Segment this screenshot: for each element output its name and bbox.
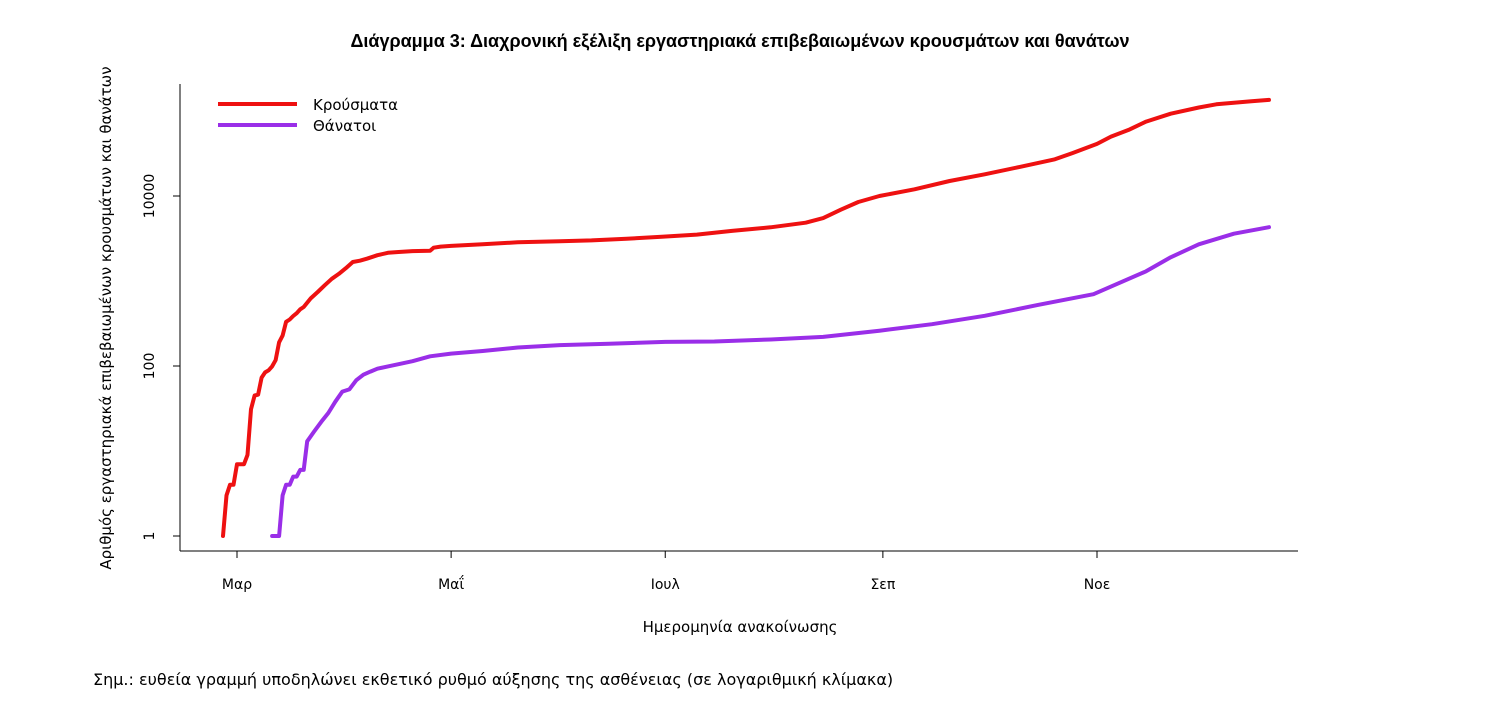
y-tick-label: 1	[142, 532, 158, 541]
y-tick-label: 100	[142, 353, 158, 380]
x-ticks: Μαρ Μαΐ Ιουλ Σεπ Νοε	[222, 551, 1110, 593]
x-tick-label: Ιουλ	[651, 577, 680, 593]
series-group	[221, 97, 1271, 538]
series-line-deaths	[270, 225, 1271, 538]
x-tick-label: Σεπ	[870, 577, 895, 593]
legend: Κρούσματα Θάνατοι	[218, 96, 398, 135]
y-tick-label: 10000	[142, 174, 158, 219]
chart-note: Σημ.: ευθεία γραμμή υποδηλώνει εκθετικό …	[93, 670, 894, 689]
chart-title: Διάγραμμα 3: Διαχρονική εξέλιξη εργαστηρ…	[350, 31, 1129, 52]
y-ticks: 1 100 10000	[142, 174, 180, 541]
series-line-cases	[221, 97, 1271, 538]
legend-label-deaths: Θάνατοι	[313, 117, 376, 135]
x-axis-label: Ημερομηνία ανακοίνωσης	[643, 618, 838, 636]
y-axis-label: Αριθμός εργαστηριακά επιβεβαιωμένων κρου…	[97, 66, 115, 569]
legend-label-cases: Κρούσματα	[313, 96, 398, 114]
x-tick-label: Μαΐ	[438, 575, 464, 593]
x-tick-label: Μαρ	[222, 577, 252, 593]
x-tick-label: Νοε	[1084, 577, 1111, 593]
